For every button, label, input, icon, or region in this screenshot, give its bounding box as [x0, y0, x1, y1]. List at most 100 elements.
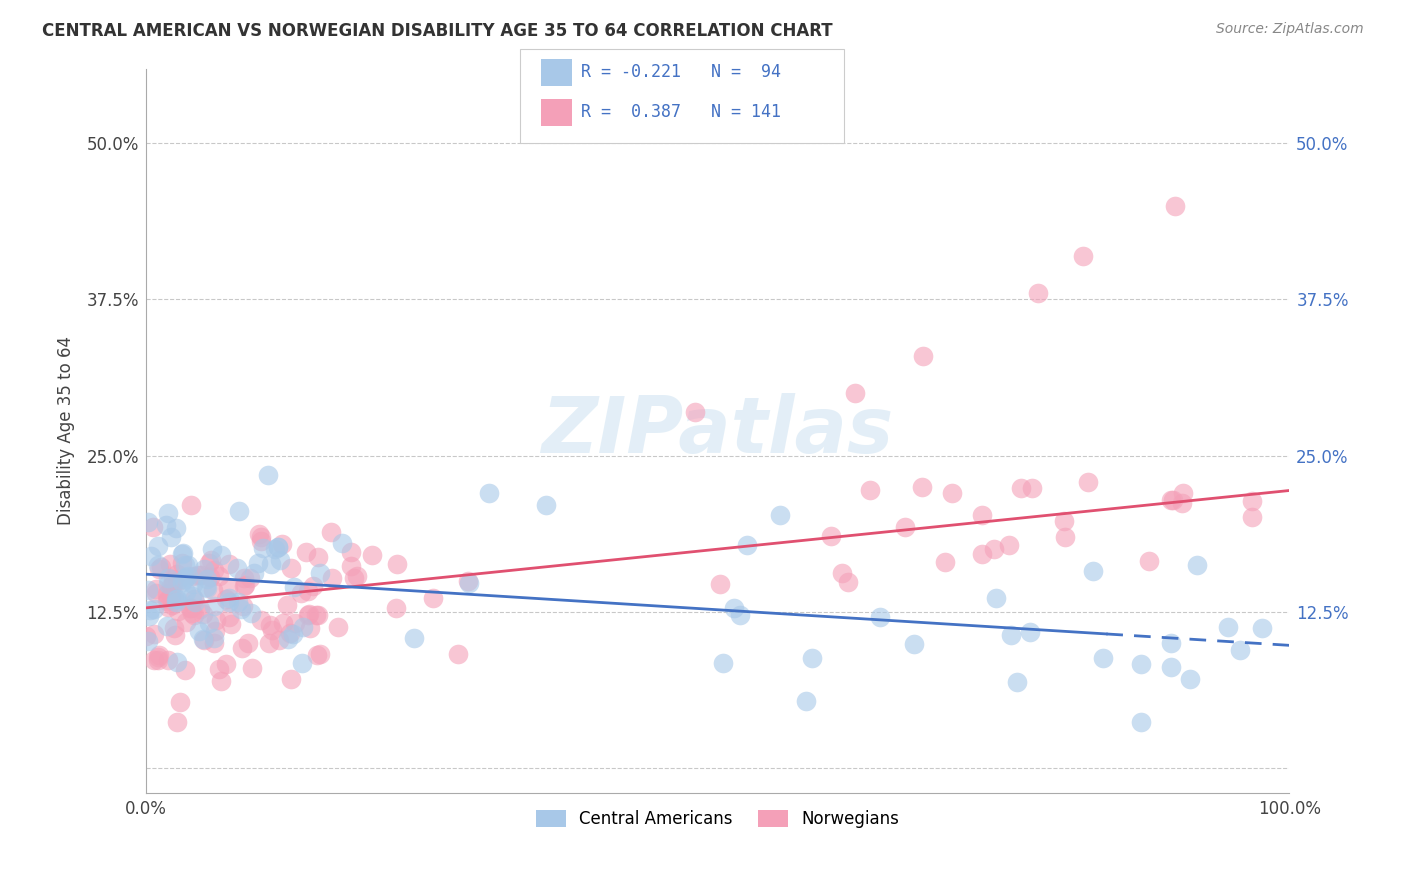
Point: [195, 581, 218, 595]
Point: [156, 587, 179, 601]
Text: R = -0.221   N =  94: R = -0.221 N = 94: [581, 63, 780, 81]
Point: [214, 657, 236, 671]
Point: [305, 608, 328, 623]
Point: [172, 545, 194, 559]
Point: [232, 579, 254, 593]
Point: [166, 566, 188, 581]
Point: [837, 574, 859, 589]
Point: [271, 536, 294, 550]
Point: [1160, 493, 1182, 508]
Point: [183, 595, 205, 609]
Point: [218, 591, 240, 606]
Point: [172, 574, 194, 589]
Point: [844, 386, 866, 401]
Point: [173, 572, 195, 586]
Point: [291, 657, 314, 671]
Point: [269, 553, 291, 567]
Point: [309, 566, 332, 580]
Point: [457, 574, 479, 589]
Point: [201, 542, 224, 557]
Point: [136, 633, 159, 648]
Point: [343, 571, 366, 585]
Point: [240, 660, 263, 674]
Point: [297, 584, 319, 599]
Point: [422, 591, 444, 606]
Point: [204, 624, 226, 638]
Point: [260, 557, 283, 571]
Point: [534, 499, 557, 513]
Point: [1083, 564, 1105, 578]
Point: [208, 662, 231, 676]
Point: [1185, 558, 1208, 573]
Point: [240, 606, 263, 620]
Point: [361, 548, 384, 562]
Text: Source: ZipAtlas.com: Source: ZipAtlas.com: [1216, 22, 1364, 37]
Point: [247, 557, 270, 571]
Point: [284, 616, 307, 631]
Point: [796, 694, 818, 708]
Point: [257, 635, 280, 649]
Point: [280, 560, 302, 574]
Point: [983, 542, 1005, 557]
Point: [170, 547, 193, 561]
Point: [191, 607, 214, 622]
Point: [1130, 715, 1153, 730]
Point: [198, 615, 221, 630]
Point: [163, 627, 186, 641]
Point: [177, 569, 200, 583]
Point: [239, 571, 262, 585]
Point: [384, 601, 406, 615]
Point: [332, 535, 354, 549]
Point: [181, 569, 204, 583]
Point: [1091, 651, 1114, 665]
Point: [250, 530, 273, 544]
Point: [148, 562, 170, 576]
Point: [165, 595, 187, 609]
Point: [735, 538, 758, 552]
Point: [215, 592, 238, 607]
Point: [290, 585, 312, 599]
Point: [233, 571, 256, 585]
Y-axis label: Disability Age 35 to 64: Disability Age 35 to 64: [58, 336, 75, 525]
Point: [162, 577, 184, 591]
Point: [1076, 475, 1098, 489]
Point: [308, 647, 330, 661]
Point: [1240, 493, 1263, 508]
Point: [1173, 485, 1195, 500]
Point: [912, 349, 935, 363]
Point: [209, 548, 232, 562]
Point: [709, 576, 731, 591]
Point: [831, 566, 853, 581]
Point: [229, 601, 252, 615]
Point: [1160, 636, 1182, 650]
Point: [447, 648, 470, 662]
Point: [218, 595, 240, 609]
Point: [339, 559, 361, 574]
Point: [202, 631, 225, 645]
Point: [202, 563, 225, 577]
Point: [903, 637, 925, 651]
Point: [202, 599, 225, 613]
Point: [257, 467, 280, 482]
Point: [232, 599, 254, 614]
Point: [183, 607, 205, 622]
Point: [298, 607, 321, 621]
Point: [1010, 481, 1032, 495]
Point: [1160, 660, 1182, 674]
Point: [145, 582, 167, 596]
Point: [1000, 628, 1022, 642]
Point: [250, 613, 273, 627]
Point: [166, 656, 188, 670]
Point: [228, 504, 250, 518]
Point: [1240, 510, 1263, 524]
Point: [769, 508, 792, 522]
Point: [277, 632, 299, 647]
Point: [195, 580, 218, 594]
Point: [156, 577, 179, 591]
Point: [190, 568, 212, 582]
Point: [259, 618, 281, 632]
Point: [266, 541, 288, 555]
Point: [174, 615, 197, 629]
Point: [970, 547, 993, 561]
Point: [142, 627, 165, 641]
